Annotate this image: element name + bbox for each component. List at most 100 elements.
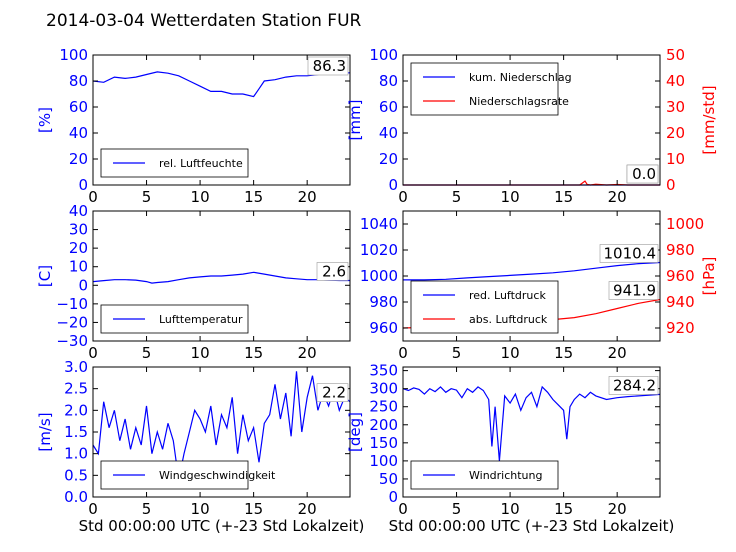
y-axis-label-windspeed: [m/s]	[36, 412, 54, 451]
y-tick-label: 20	[69, 239, 88, 257]
x-axis-label-windspeed: Std 00:00:00 UTC (+-23 Std Lokalzeit)	[79, 517, 365, 535]
y-right-axis-label-precipitation: [mm/std]	[700, 85, 718, 154]
x-tick-label: 5	[142, 500, 152, 518]
y-tick-label: 100	[369, 46, 398, 64]
legend-label: Niederschlagsrate	[469, 95, 569, 108]
x-tick-label: 10	[501, 500, 520, 518]
value-label-right-pressure: 941.9	[613, 282, 656, 300]
y-tick-label: 0	[388, 488, 398, 506]
legend-label: abs. Luftdruck	[469, 313, 548, 326]
y-tick-label: 1020	[360, 241, 398, 259]
x-tick-label: 15	[554, 344, 573, 362]
y-tick-label: 200	[369, 416, 398, 434]
x-tick-label: 0	[398, 344, 408, 362]
y-tick-label: 960	[369, 319, 398, 337]
x-tick-label: 10	[501, 344, 520, 362]
y-tick-label: 350	[369, 362, 398, 380]
y-tick-label: 30	[69, 221, 88, 239]
y-axis-label-precipitation: [mm]	[346, 100, 364, 141]
y-axis-label-humidity: [%]	[36, 107, 54, 133]
series-line-temperature-0	[92, 271, 350, 284]
y-tick-label: 3.0	[64, 358, 88, 376]
y-tick-label: 0	[78, 276, 88, 294]
series-line-pressure-0	[403, 261, 661, 281]
series-line-humidity-0	[92, 71, 351, 98]
legend-label: rel. Luftfeuchte	[159, 157, 243, 170]
y-tick-label: 1.5	[64, 423, 88, 441]
legend-precipitation: kum. Niederschlag Niederschlagsrate	[410, 62, 572, 116]
y-tick-label: −30	[56, 332, 88, 350]
x-tick-label: 5	[452, 344, 462, 362]
x-tick-label: 5	[452, 188, 462, 206]
y-tick-label: 50	[379, 470, 398, 488]
value-label-pressure-box	[599, 244, 659, 263]
x-tick-label: 10	[191, 344, 210, 362]
x-tick-label: 20	[298, 500, 317, 518]
y-right-tick-label: 40	[666, 72, 685, 90]
y-tick-label: 0.5	[64, 466, 88, 484]
y-right-tick-label: 980	[666, 241, 695, 259]
value-label-humidity-box	[307, 56, 349, 76]
legend-pressure: red. Luftdruck abs. Luftdruck	[410, 280, 559, 334]
y-right-tick-label: 1000	[666, 215, 704, 233]
figure-title: 2014-03-04 Wetterdaten Station FUR	[46, 11, 362, 31]
y-tick-label: 60	[69, 98, 88, 116]
y-tick-label: 0	[78, 176, 88, 194]
series-line-windspeed-0	[92, 371, 351, 480]
y-tick-label: 10	[69, 258, 88, 276]
x-tick-label: 5	[142, 188, 152, 206]
y-tick-label: 0.0	[64, 488, 88, 506]
x-tick-label: 15	[554, 188, 573, 206]
x-tick-label: 0	[398, 500, 408, 518]
y-tick-label: 980	[369, 293, 398, 311]
y-right-tick-label: 10	[666, 150, 685, 168]
y-tick-label: 100	[369, 452, 398, 470]
y-tick-label: −10	[56, 295, 88, 313]
value-label-temperature: 2.6	[322, 262, 346, 280]
value-label-pressure: 1010.4	[604, 244, 657, 262]
y-right-tick-label: 940	[666, 293, 695, 311]
panel-pressure: 0 5 10 15 20 960 980 1000 1020 1040 920 940 960 980 10…	[360, 210, 718, 362]
x-tick-label: 0	[88, 188, 98, 206]
axes-frame-temperature	[92, 210, 351, 342]
panel-windspeed: 0 5 10 15 20 0.0 0.5 1.0 1.5 2.0 2.5 3.0 [m/s] Std 00…	[36, 358, 364, 535]
x-axis-label-winddirection: Std 00:00:00 UTC (+-23 Std Lokalzeit)	[389, 517, 675, 535]
y-tick-label: −20	[56, 313, 88, 331]
legend-box	[410, 62, 559, 116]
panel-temperature: 0 5 10 15 20−30−20−10010203040[C]Lufttempera…	[36, 202, 351, 362]
value-label-right-pressure-box	[608, 281, 659, 300]
x-tick-label: 20	[298, 344, 317, 362]
x-tick-label: 0	[88, 500, 98, 518]
y-right-tick-label: 920	[666, 319, 695, 337]
value-label-right-precipitation: 0.0	[632, 165, 656, 183]
legend-windspeed: Windgeschwindigkeit	[100, 460, 276, 490]
legend-winddirection: Windrichtung	[410, 460, 559, 490]
y-tick-label: 40	[379, 124, 398, 142]
value-label-humidity: 86.3	[313, 57, 346, 75]
y-tick-label: 2.5	[64, 380, 88, 398]
x-tick-label: 0	[398, 188, 408, 206]
y-tick-label: 2.0	[64, 401, 88, 419]
x-tick-label: 15	[244, 188, 263, 206]
y-tick-label: 300	[369, 380, 398, 398]
y-tick-label: 1040	[360, 215, 398, 233]
legend-label: red. Luftdruck	[469, 289, 546, 302]
y-tick-label: 80	[69, 72, 88, 90]
y-tick-label: 40	[69, 124, 88, 142]
panel-humidity: 0 5 10 15 20 0 20 40 60 80 100 [%] rel. Luftfeuchte 8…	[36, 46, 351, 206]
legend-label: kum. Niederschlag	[469, 71, 572, 84]
legend-humidity: rel. Luftfeuchte	[100, 148, 249, 178]
y-right-tick-label: 30	[666, 98, 685, 116]
value-label-windspeed-box	[316, 383, 349, 402]
legend-label: Windgeschwindigkeit	[159, 469, 276, 482]
y-right-tick-label: 0	[666, 176, 676, 194]
legend-temperature: Lufttemperatur	[100, 304, 249, 334]
x-tick-label: 5	[142, 344, 152, 362]
x-tick-label: 0	[88, 344, 98, 362]
axes-frame-humidity	[92, 54, 351, 186]
axes-frame-precipitation	[402, 54, 661, 186]
y-tick-label: 100	[59, 46, 88, 64]
y-tick-label: 1000	[360, 267, 398, 285]
